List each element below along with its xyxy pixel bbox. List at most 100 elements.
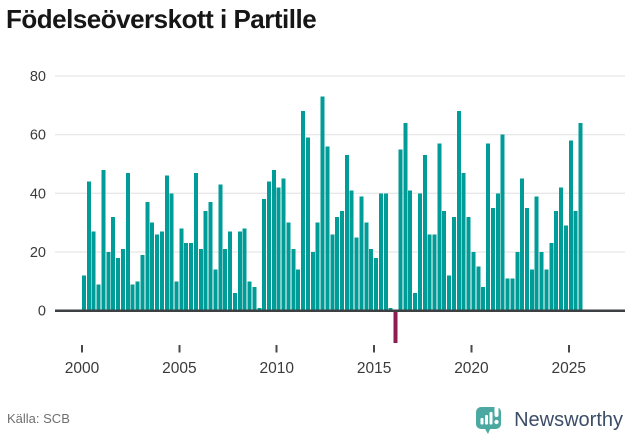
bar [461, 172, 466, 311]
bar [257, 307, 262, 311]
bar [408, 190, 413, 311]
bar [359, 196, 364, 311]
bar [193, 172, 198, 311]
bar [111, 216, 116, 311]
bar [213, 269, 218, 311]
bar [101, 169, 106, 311]
y-tick-label: 0 [38, 304, 46, 320]
bar [432, 234, 437, 311]
bar [340, 210, 344, 311]
bar [374, 257, 379, 311]
bar [223, 249, 228, 311]
bar [228, 231, 233, 311]
x-tick-label: 2000 [65, 360, 100, 377]
bar [490, 207, 495, 311]
bar [96, 284, 101, 311]
bar [554, 210, 559, 311]
bar [237, 231, 242, 311]
bar [369, 249, 374, 311]
bar [320, 96, 325, 311]
bar [120, 249, 125, 311]
bar [442, 210, 447, 311]
y-tick-label: 60 [30, 128, 46, 144]
x-tick-label: 2020 [454, 360, 489, 377]
newsworthy-brand-text: Newsworthy [514, 409, 623, 431]
bar [301, 111, 306, 311]
bar [86, 181, 91, 311]
bar [539, 252, 544, 311]
bar [344, 155, 349, 311]
bar [189, 243, 194, 311]
bar [286, 222, 291, 311]
bar [437, 143, 442, 311]
bar [247, 281, 252, 311]
bar [529, 269, 534, 311]
bar [218, 184, 223, 311]
bar [383, 193, 388, 311]
bar [262, 199, 267, 311]
bar [398, 149, 403, 311]
newsworthy-logo-icon [475, 401, 505, 440]
bar [106, 252, 111, 311]
bar [427, 234, 432, 311]
bar [510, 278, 515, 311]
bar [422, 155, 427, 311]
bar [169, 193, 174, 311]
bar [403, 122, 408, 311]
bar [145, 202, 150, 311]
bar [150, 222, 155, 311]
bar [378, 193, 383, 311]
bar [159, 231, 164, 311]
bar [505, 278, 510, 311]
bar [203, 210, 208, 311]
newsworthy-brand: Newsworthy [475, 401, 623, 440]
bar [481, 287, 486, 311]
bar [232, 293, 237, 311]
bar [515, 252, 520, 311]
source-label: Källa: SCB [7, 411, 70, 426]
bar [335, 216, 340, 311]
bar [310, 252, 315, 311]
bar [91, 231, 96, 311]
bar [451, 216, 456, 311]
x-tick-label: 2015 [357, 360, 391, 377]
x-tick-label: 2005 [162, 360, 196, 377]
bar [549, 243, 554, 311]
bar [130, 284, 135, 311]
y-tick-label: 80 [30, 69, 46, 85]
bar [135, 281, 140, 311]
bar [271, 169, 276, 311]
bar [563, 225, 568, 311]
bar [140, 254, 145, 311]
bar [281, 178, 286, 311]
bar [559, 187, 564, 311]
bar [325, 146, 330, 311]
bar [164, 175, 169, 311]
bar [330, 234, 335, 311]
y-tick-label: 40 [30, 186, 46, 202]
bar [252, 287, 257, 311]
bar [125, 172, 130, 311]
bar [413, 293, 418, 311]
bar [116, 257, 121, 311]
chart-title: Födelseöverskott i Partille [6, 4, 317, 34]
bar [417, 193, 422, 311]
bar [534, 196, 539, 311]
x-tick-label: 2010 [259, 360, 294, 377]
bar [476, 266, 481, 311]
bar [184, 243, 189, 311]
bar [524, 207, 529, 311]
bar [568, 140, 573, 311]
bar [208, 202, 213, 311]
bar [364, 222, 369, 311]
bar [305, 137, 310, 311]
bar [520, 178, 525, 311]
bar [495, 193, 500, 311]
bar [179, 228, 184, 311]
bar [198, 249, 203, 311]
bar [578, 122, 583, 311]
bar [276, 187, 281, 311]
bar [466, 216, 471, 311]
